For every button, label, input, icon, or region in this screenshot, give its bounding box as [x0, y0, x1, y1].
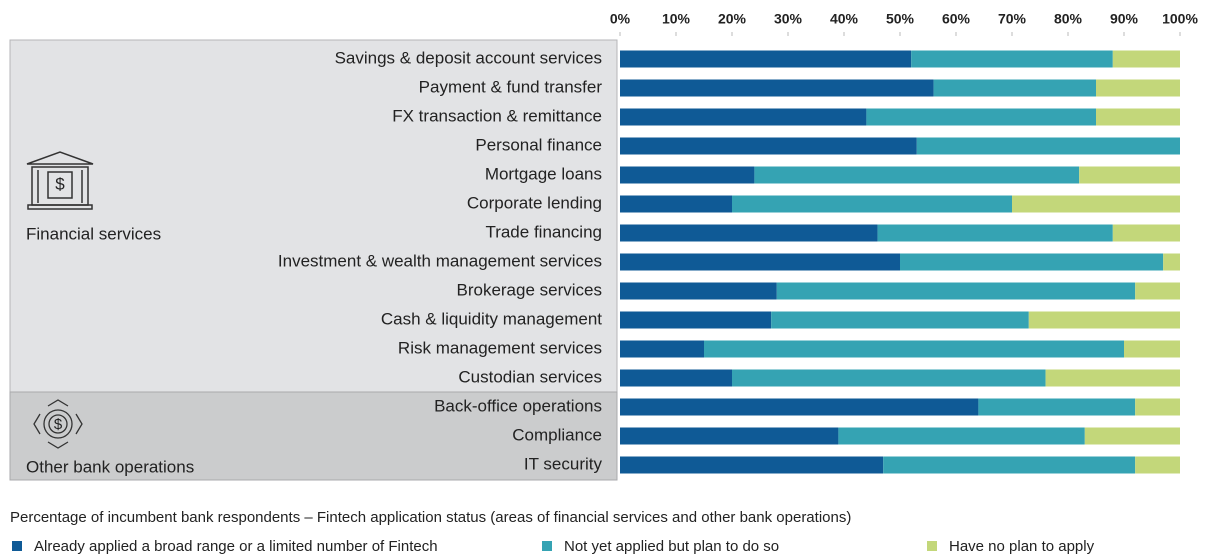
- bar-segment: [1135, 456, 1180, 474]
- dollar-symbol: $: [54, 416, 63, 433]
- category-label: Corporate lending: [467, 193, 602, 212]
- bar-segment: [916, 137, 1180, 155]
- x-tick-label: 40%: [830, 11, 859, 27]
- legend-label: Not yet applied but plan to do so: [564, 538, 779, 555]
- bar-segment: [1112, 224, 1180, 242]
- bar-segment: [620, 50, 912, 68]
- bar-segment: [883, 456, 1136, 474]
- bar-segment: [1084, 427, 1180, 445]
- bar-segment: [776, 282, 1136, 300]
- legend-swatch: [542, 541, 552, 551]
- bar-segment: [1045, 369, 1180, 387]
- bar-segment: [1079, 166, 1180, 184]
- category-label: FX transaction & remittance: [392, 106, 602, 125]
- bar-segment: [838, 427, 1085, 445]
- category-label: Back-office operations: [434, 396, 602, 415]
- bar-segment: [620, 195, 732, 213]
- bank-icon: [26, 151, 94, 210]
- x-tick-label: 10%: [662, 11, 691, 27]
- bar-segment: [1096, 108, 1180, 126]
- bar-segment: [620, 166, 755, 184]
- bar-segment: [754, 166, 1080, 184]
- x-tick-label: 30%: [774, 11, 803, 27]
- gear-icon: [33, 399, 83, 449]
- category-label: Investment & wealth management services: [278, 251, 602, 270]
- legend-swatch: [927, 541, 937, 551]
- bar-segment: [877, 224, 1113, 242]
- caption: Percentage of incumbent bank respondents…: [10, 509, 851, 526]
- legend-swatch: [12, 541, 22, 551]
- x-tick-label: 20%: [718, 11, 747, 27]
- dollar-symbol: $: [55, 174, 65, 193]
- group-box: [9, 391, 618, 481]
- legend-label: Already applied a broad range or a limit…: [34, 538, 438, 555]
- bar-segment: [620, 398, 979, 416]
- category-label: Custodian services: [458, 367, 602, 386]
- bar-segment: [900, 253, 1164, 271]
- bar-segment: [1135, 398, 1180, 416]
- category-label: Brokerage services: [456, 280, 602, 299]
- bar-segment: [620, 253, 900, 271]
- bar-segment: [1135, 282, 1180, 300]
- x-tick-label: 50%: [886, 11, 915, 27]
- bar-segment: [704, 340, 1124, 358]
- bar-segment: [620, 369, 732, 387]
- group-box: [9, 39, 618, 393]
- group-label: Financial services: [26, 224, 161, 243]
- bar-segment: [1124, 340, 1180, 358]
- bar-segment: [620, 340, 704, 358]
- x-tick-label: 100%: [1162, 11, 1198, 27]
- category-label: Trade financing: [485, 222, 602, 241]
- bar-segment: [771, 311, 1029, 329]
- bar-segment: [620, 108, 867, 126]
- bar-segment: [933, 79, 1096, 97]
- bar-segment: [620, 311, 772, 329]
- bar-segment: [732, 195, 1012, 213]
- bar-segment: [620, 427, 839, 445]
- x-tick-label: 60%: [942, 11, 971, 27]
- x-tick-label: 70%: [998, 11, 1027, 27]
- x-tick-label: 80%: [1054, 11, 1083, 27]
- bar-segment: [1028, 311, 1180, 329]
- category-label: Personal finance: [475, 135, 602, 154]
- bar-segment: [911, 50, 1113, 68]
- bar-segment: [620, 224, 878, 242]
- category-label: Risk management services: [398, 338, 602, 357]
- bar-segment: [620, 79, 934, 97]
- bar-segment: [978, 398, 1136, 416]
- bar-segment: [620, 282, 777, 300]
- bar-segment: [732, 369, 1046, 387]
- bar-segment: [1096, 79, 1180, 97]
- category-label: Savings & deposit account services: [335, 48, 602, 67]
- legend-label: Have no plan to apply: [949, 538, 1095, 555]
- category-label: Compliance: [512, 425, 602, 444]
- x-tick-label: 90%: [1110, 11, 1139, 27]
- bar-segment: [1163, 253, 1180, 271]
- bar-segment: [866, 108, 1096, 126]
- category-label: IT security: [524, 454, 603, 473]
- bar-segment: [620, 137, 917, 155]
- bar-segment: [1112, 50, 1180, 68]
- group-label: Other bank operations: [26, 457, 194, 476]
- category-label: Mortgage loans: [485, 164, 602, 183]
- bar-segment: [620, 456, 884, 474]
- x-tick-label: 0%: [610, 11, 631, 27]
- category-label: Payment & fund transfer: [419, 77, 603, 96]
- bar-segment: [1012, 195, 1180, 213]
- category-label: Cash & liquidity management: [381, 309, 602, 328]
